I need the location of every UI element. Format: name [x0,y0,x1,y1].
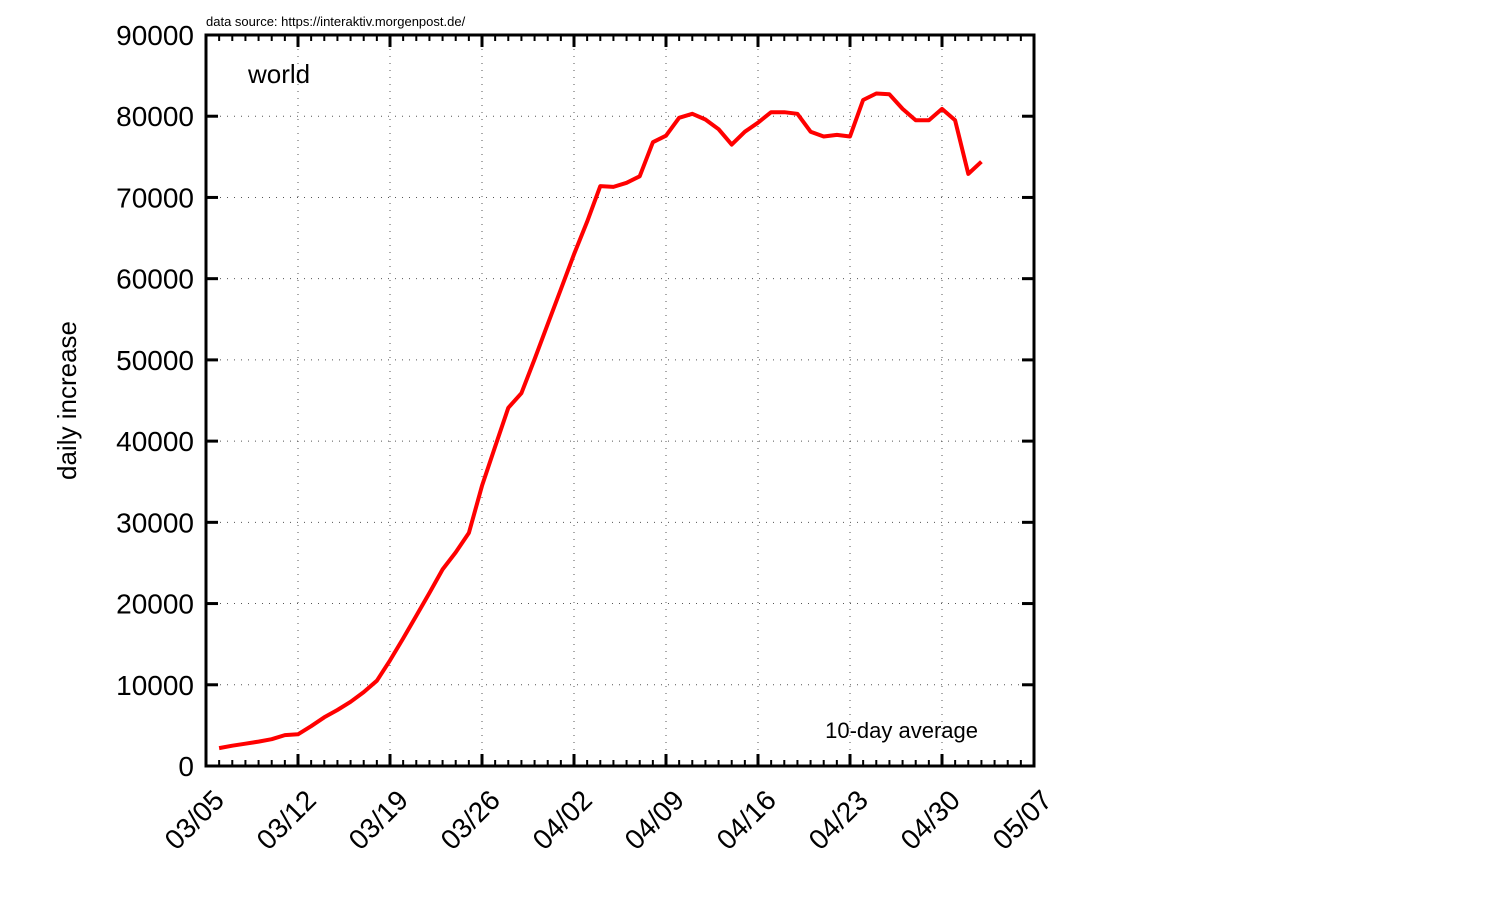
x-tick-label: 04/23 [803,784,874,855]
x-tick-label: 04/02 [527,784,598,855]
y-tick-label: 20000 [116,589,194,620]
grid-lines [206,35,1034,766]
y-axis-label: daily increase [52,321,82,480]
x-tick-label: 05/07 [987,784,1058,855]
x-tick-label: 03/05 [159,784,230,855]
y-tick-label: 40000 [116,426,194,457]
data-source-note: data source: https://interaktiv.morgenpo… [206,14,466,29]
axis-ticks [204,33,1036,768]
y-tick-label: 50000 [116,345,194,376]
x-tick-label: 03/12 [251,784,322,855]
chart-title: world [247,59,310,89]
y-tick-label: 30000 [116,507,194,538]
y-tick-label: 70000 [116,182,194,213]
y-tick-labels: 0 10000 20000 30000 40000 50000 60000 70000 8000… [116,20,194,782]
y-tick-label: 0 [178,751,194,782]
x-tick-label: 04/16 [711,784,782,855]
y-tick-label: 90000 [116,20,194,51]
series-line [218,91,983,751]
plot-frame [204,33,1036,768]
x-tick-label: 03/26 [435,784,506,855]
y-tick-label: 10000 [116,670,194,701]
x-tick-label: 04/09 [619,784,690,855]
y-tick-label: 60000 [116,264,194,295]
x-tick-label: 04/30 [895,784,966,855]
x-tick-label: 03/19 [343,784,414,855]
series-group [218,91,983,751]
y-tick-label: 80000 [116,101,194,132]
x-tick-labels: 03/05 03/12 03/19 03/26 04/02 04/09 04/16 04/23… [159,784,1058,855]
average-annotation: 10-day average [825,718,978,743]
